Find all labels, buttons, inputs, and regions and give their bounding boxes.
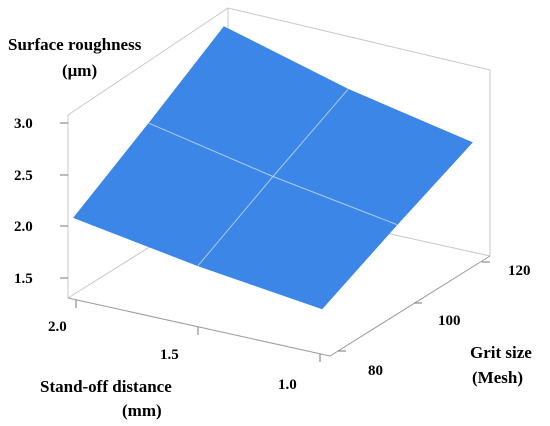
y-tick-label: 100 (438, 313, 461, 329)
surface-patch (73, 26, 473, 310)
z-axis-title-unit: (μm) (62, 61, 97, 80)
y-tick-label: 80 (368, 363, 383, 379)
z-tick-label: 1.5 (14, 271, 33, 287)
surface-mesh (73, 26, 473, 310)
y-axis-title: Grit size (470, 343, 532, 362)
x-tick-label: 2.0 (48, 319, 67, 335)
x-axis-title-unit: (mm) (122, 401, 162, 420)
y-tick-label: 120 (508, 263, 531, 279)
x-axis-ticks (75, 300, 321, 362)
z-axis-title: Surface roughness (8, 35, 142, 54)
y-axis-title-unit: (Mesh) (472, 368, 523, 387)
x-tick-label: 1.0 (278, 377, 297, 393)
x-tick-label: 1.5 (160, 347, 179, 363)
z-tick-label: 3.0 (14, 116, 33, 132)
x-axis-title: Stand-off distance (40, 377, 172, 396)
z-tick-label: 2.5 (14, 168, 33, 184)
y-axis-ticks (338, 261, 490, 352)
z-axis-ticks (60, 122, 68, 279)
z-tick-label: 2.0 (14, 219, 33, 235)
surface-mesh-line (148, 122, 398, 226)
